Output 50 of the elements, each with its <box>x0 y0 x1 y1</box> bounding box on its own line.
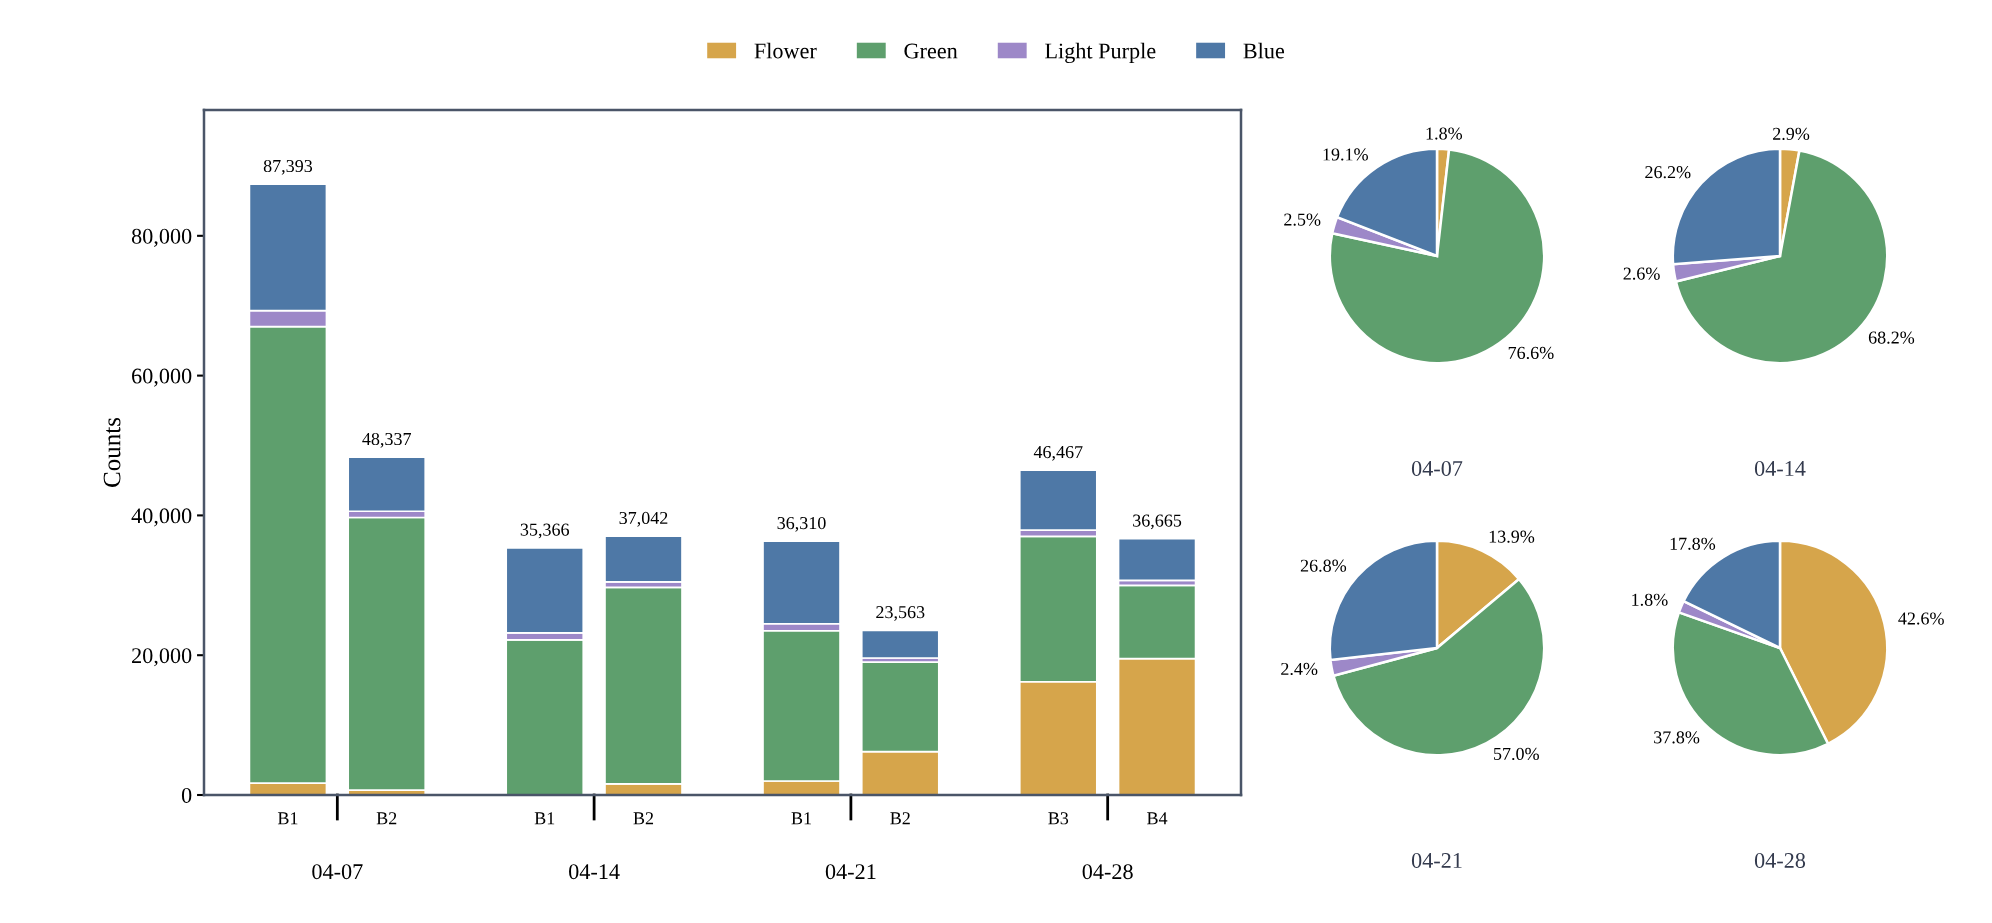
data-label: 68.2% <box>1868 331 1915 344</box>
data-label: 42.6% <box>1898 612 1944 625</box>
text: 04-21 <box>825 864 876 880</box>
legend-label: Light Purple <box>1045 42 1156 64</box>
data-label: 13.9% <box>1489 530 1535 543</box>
total-label: 37,042 <box>619 511 668 527</box>
legend-label: Blue <box>1243 42 1285 59</box>
total-label: 36,665 <box>1133 514 1182 530</box>
total-label: 36,310 <box>777 516 826 532</box>
total-label: 35,366 <box>520 523 570 539</box>
x-tick-label: B3 <box>1048 812 1069 825</box>
text: 04-14 <box>1754 460 1806 476</box>
text: 04-21 <box>1411 852 1462 868</box>
x-tick-label: B4 <box>1147 812 1168 825</box>
text: 04-28 <box>1754 852 1806 868</box>
text: 04-07 <box>312 864 363 880</box>
x-tick-label: B2 <box>376 812 397 825</box>
text: 04-28 <box>1082 864 1133 880</box>
data-label: 17.8% <box>1670 537 1716 550</box>
total-label: 87,393 <box>263 159 313 175</box>
text: 04-07 <box>1411 460 1463 476</box>
total-label: 46,467 <box>1033 446 1083 461</box>
data-label: 1.8% <box>1632 593 1668 606</box>
x-tick-label: B1 <box>277 812 298 825</box>
y-tick-label: 0 <box>181 787 192 803</box>
data-label: 19.1% <box>1323 148 1368 161</box>
data-label: 26.2% <box>1645 166 1691 179</box>
y-axis-title: Counts <box>103 417 121 487</box>
legend-label: Flower <box>754 42 817 59</box>
data-label: 37.8% <box>1654 731 1700 744</box>
legend-label: Green <box>904 43 958 59</box>
x-tick-label: B1 <box>791 812 811 825</box>
data-label: 2.5% <box>1284 213 1321 226</box>
text: 04-14 <box>569 864 620 880</box>
data-label: 2.6% <box>1623 267 1660 280</box>
y-tick-label: 20,000 <box>132 648 192 667</box>
data-label: 2.4% <box>1281 662 1318 676</box>
total-label: 48,337 <box>362 432 412 448</box>
x-tick-label: B1 <box>534 812 555 825</box>
x-tick-label: B2 <box>633 812 654 825</box>
y-tick-label: 80,000 <box>131 228 192 247</box>
total-label: 23,563 <box>876 606 925 621</box>
x-tick-label: B2 <box>890 812 910 825</box>
data-label: 26.8% <box>1300 559 1347 572</box>
data-label: 76.6% <box>1508 346 1554 360</box>
data-label: 1.8% <box>1426 127 1463 140</box>
data-label: 57.0% <box>1494 747 1539 761</box>
y-tick-label: 60,000 <box>132 368 192 387</box>
data-label: 2.9% <box>1773 127 1810 140</box>
y-tick-label: 40,000 <box>131 508 192 527</box>
